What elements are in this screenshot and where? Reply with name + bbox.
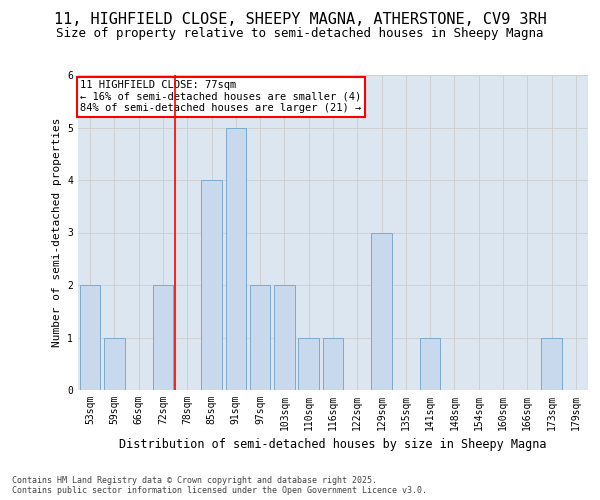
Bar [104,338,125,390]
X-axis label: Distribution of semi-detached houses by size in Sheepy Magna: Distribution of semi-detached houses by … [119,438,547,452]
Bar [323,338,343,390]
Text: 11, HIGHFIELD CLOSE, SHEEPY MAGNA, ATHERSTONE, CV9 3RH: 11, HIGHFIELD CLOSE, SHEEPY MAGNA, ATHER… [53,12,547,28]
Y-axis label: Number of semi-detached properties: Number of semi-detached properties [52,118,62,347]
Bar [226,128,246,390]
Text: Contains HM Land Registry data © Crown copyright and database right 2025.
Contai: Contains HM Land Registry data © Crown c… [12,476,427,495]
Bar [274,285,295,390]
Bar [420,338,440,390]
Bar [541,338,562,390]
Text: Size of property relative to semi-detached houses in Sheepy Magna: Size of property relative to semi-detach… [56,28,544,40]
Bar [371,232,392,390]
Bar [298,338,319,390]
Bar [250,285,271,390]
Text: 11 HIGHFIELD CLOSE: 77sqm
← 16% of semi-detached houses are smaller (4)
84% of s: 11 HIGHFIELD CLOSE: 77sqm ← 16% of semi-… [80,80,362,114]
Bar [201,180,222,390]
Bar [152,285,173,390]
Bar [80,285,100,390]
